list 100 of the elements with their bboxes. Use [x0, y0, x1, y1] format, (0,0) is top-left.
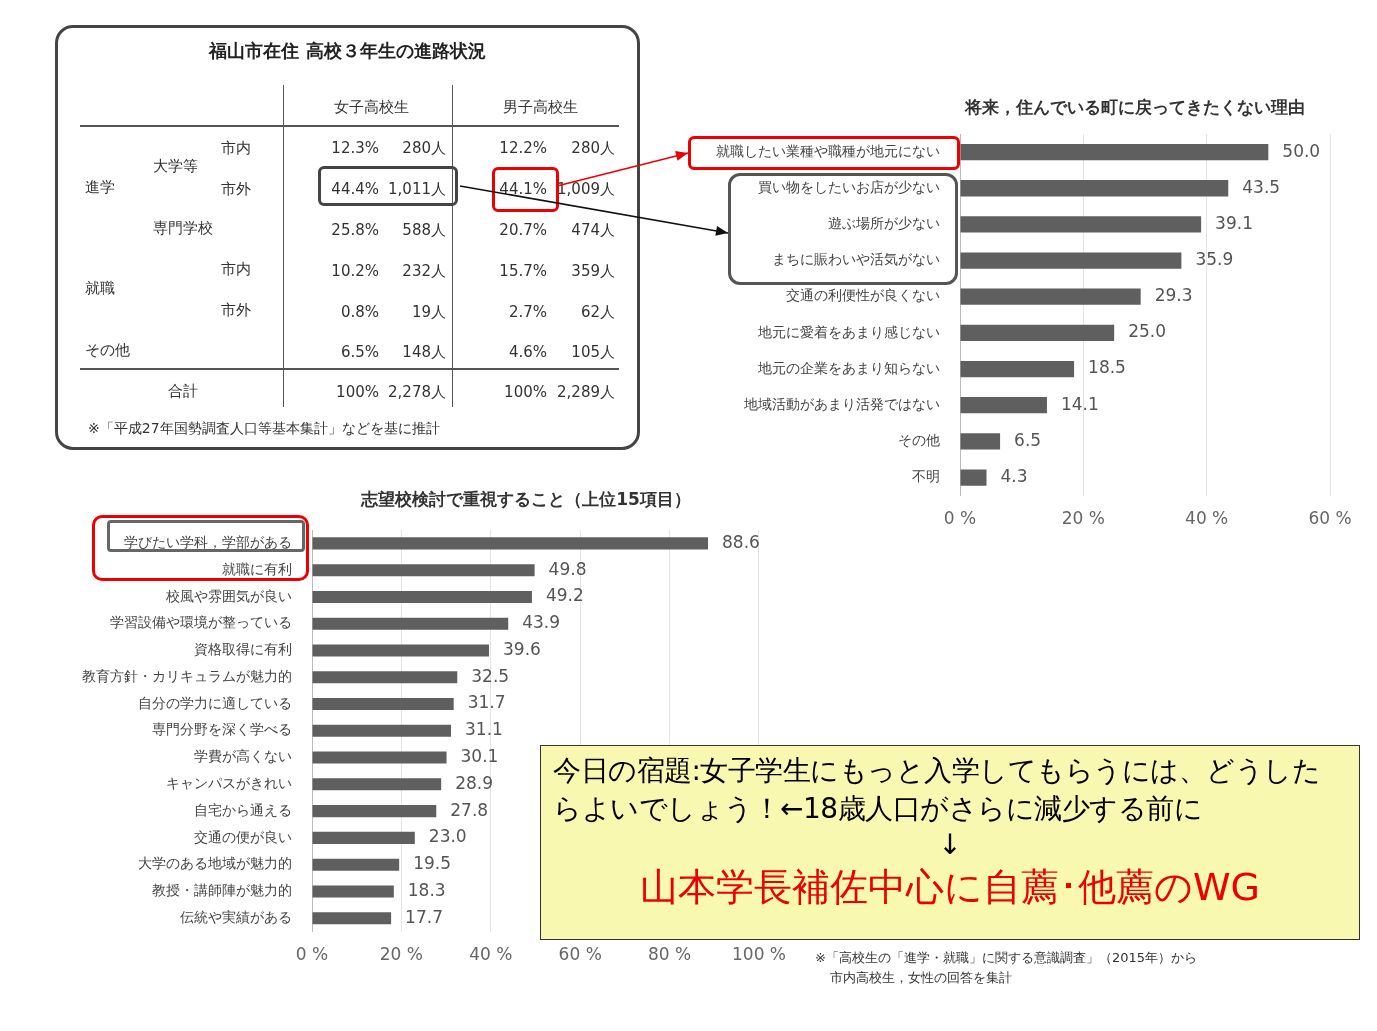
y-tick-label: 大学のある地域が魅力的	[138, 855, 292, 872]
data-label: 39.1	[1215, 212, 1253, 233]
text: 12.3%	[331, 139, 379, 157]
y-tick-label: キャンパスがきれい	[166, 774, 292, 791]
text: 進学	[85, 177, 115, 197]
data-label: 50.0	[1282, 140, 1321, 161]
bar	[312, 858, 400, 871]
text: 6.5%	[340, 343, 379, 361]
data-label: 49.2	[545, 585, 584, 606]
text: 588人	[402, 220, 446, 240]
data-label: 18.5	[1088, 357, 1126, 378]
bar	[960, 324, 1115, 342]
y-tick-label: 学習設備や環境が整っている	[110, 614, 292, 631]
text: ↓	[937, 828, 963, 862]
y-tick-label: 学びたい学科，学部がある	[124, 534, 292, 551]
text: 市外	[221, 300, 251, 320]
x-tick-label: 40 %	[469, 944, 513, 965]
bar	[960, 252, 1182, 269]
data-label: 31.7	[467, 692, 506, 713]
data-label: 29.3	[1154, 285, 1193, 306]
data-label: 6.5	[1014, 429, 1042, 450]
text: 62人	[580, 302, 615, 322]
text: 福山市在住 高校３年生の進路状況	[207, 39, 487, 63]
data-label: 27.8	[450, 799, 489, 820]
chart-title: 志望校検討で重視すること（上位15項目）	[360, 488, 692, 511]
data-label: 17.7	[405, 906, 443, 927]
x-tick-label: 60 %	[1308, 508, 1352, 529]
bar	[312, 885, 394, 898]
x-tick-label: 20 %	[1061, 508, 1105, 529]
bar	[312, 564, 535, 577]
data-label: 32.5	[471, 665, 510, 686]
x-tick-label: 0 %	[943, 508, 977, 529]
bar	[312, 805, 437, 818]
data-label: 88.6	[722, 531, 760, 552]
bar	[312, 751, 447, 764]
bar	[312, 644, 490, 657]
y-tick-label: 自分の学力に適している	[138, 694, 292, 711]
text: 1,009人	[557, 179, 615, 199]
bar	[960, 433, 1001, 450]
bar	[312, 912, 392, 925]
bar	[960, 143, 1269, 161]
y-tick-label: 就職に有利	[222, 560, 292, 577]
y-tick-label: 地元に愛着をあまり感じない	[757, 323, 940, 340]
text: 市内	[221, 138, 251, 158]
x-tick-label: 40 %	[1185, 508, 1229, 529]
data-label: 31.1	[465, 719, 503, 740]
chart-title: 将来，住んでいる町に戻ってきたくない理由	[963, 96, 1306, 119]
data-label: 18.3	[407, 879, 446, 900]
text: 19人	[411, 302, 446, 322]
bar	[960, 288, 1141, 305]
x-tick-label: 80 %	[648, 944, 692, 965]
text: 25.8%	[331, 221, 379, 239]
y-tick-label: 交通の便が良い	[194, 828, 292, 845]
text: 1,011人	[388, 179, 446, 199]
data-label: 4.3	[1000, 465, 1028, 486]
bar	[960, 216, 1202, 233]
text: その他	[85, 340, 130, 360]
y-tick-label: 専門分野を深く学べる	[152, 721, 292, 738]
data-label: 43.5	[1242, 176, 1281, 197]
y-tick-label: 教育方針・カリキュラムが魅力的	[82, 667, 292, 684]
bar	[312, 831, 415, 844]
annotation: 山本学長補佐中心に自薦･他薦のWG	[639, 864, 1261, 911]
text: 105人	[571, 342, 615, 362]
bar	[960, 360, 1075, 378]
text: 280人	[571, 138, 615, 158]
text: 15.7%	[499, 262, 547, 280]
data-label: 28.9	[455, 772, 494, 793]
data-label: 23.0	[428, 826, 467, 847]
y-tick-label: 自宅から通える	[194, 801, 292, 818]
y-tick-label: 教授・講師陣が魅力的	[152, 882, 292, 899]
text: ※「高校生の「進学・就職」に関する意識調査」（2015年）から	[815, 949, 1197, 967]
y-tick-label: 校風や雰囲気が良い	[165, 587, 292, 604]
y-tick-label: 地域活動があまり活発ではない	[743, 395, 940, 412]
bar	[312, 698, 454, 711]
data-label: 39.6	[503, 638, 541, 659]
text: 4.6%	[508, 343, 547, 361]
bar	[312, 778, 442, 791]
text: 232人	[402, 261, 446, 281]
y-tick-label: 資格取得に有利	[194, 641, 292, 658]
y-tick-label: その他	[898, 432, 940, 448]
bar	[312, 537, 709, 550]
text: 2,278人	[388, 382, 446, 402]
x-tick-label: 100 %	[731, 944, 787, 965]
text: 2,289人	[557, 382, 615, 402]
bar	[312, 617, 509, 630]
y-tick-label: 遊ぶ場所が少ない	[828, 215, 940, 232]
y-tick-label: まちに賑わいや活気がない	[772, 251, 940, 268]
data-label: 30.1	[460, 746, 499, 766]
bar	[312, 590, 532, 603]
text: 10.2%	[331, 262, 379, 280]
x-tick-label: 0 %	[295, 944, 329, 965]
y-tick-label: 学費が高くない	[194, 748, 292, 765]
text: 市内	[221, 259, 251, 279]
y-tick-label: 就職したい業種や職種が地元にない	[716, 142, 940, 159]
data-label: 19.5	[413, 853, 452, 874]
y-tick-label: 不明	[912, 468, 940, 485]
text: 100%	[336, 383, 379, 401]
bar	[312, 671, 458, 684]
data-label: 14.1	[1060, 393, 1099, 414]
annotation: 今日の宿題:女子学生にもっと入学してもらうには、どうしたらよいでしょう！←18歳人口がさらに減少する前に	[553, 753, 1322, 827]
